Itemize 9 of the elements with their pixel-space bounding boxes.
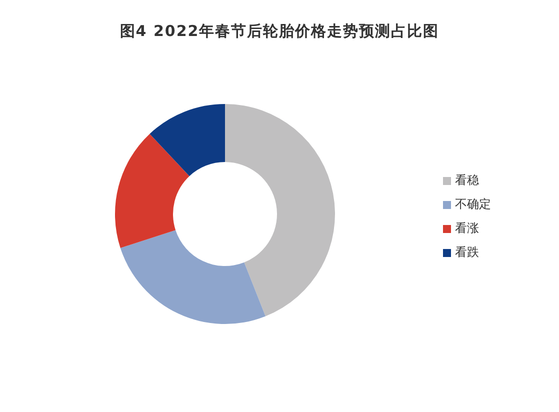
legend-label: 看稳 bbox=[455, 173, 479, 187]
legend-label: 看跌 bbox=[455, 245, 479, 259]
donut-slice bbox=[115, 134, 190, 248]
donut-slice bbox=[150, 104, 225, 176]
legend-label: 不确定 bbox=[455, 197, 491, 211]
chart-title: 图4 2022年春节后轮胎价格走势预测占比图 bbox=[118, 21, 440, 41]
legend-label: 看涨 bbox=[455, 221, 479, 235]
donut-slice bbox=[120, 230, 266, 324]
donut-slice bbox=[225, 104, 335, 316]
